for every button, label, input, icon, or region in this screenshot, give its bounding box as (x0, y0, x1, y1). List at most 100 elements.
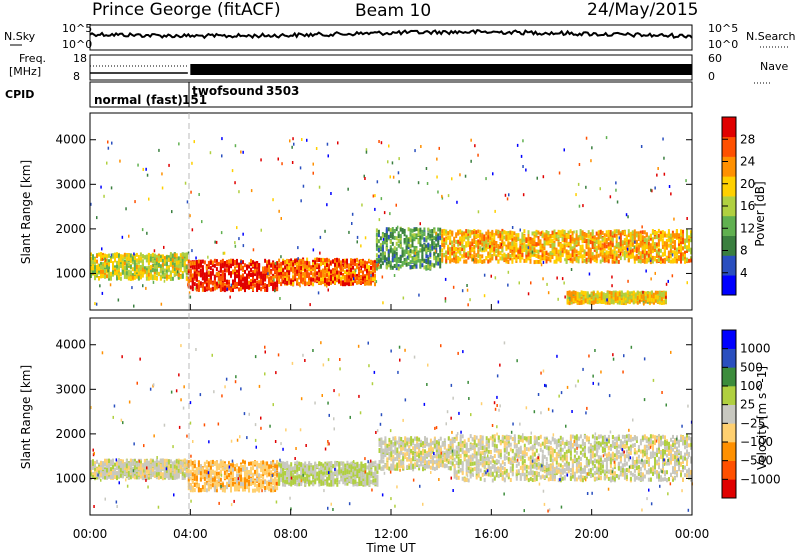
power-echo-cell (583, 232, 586, 237)
power-echo-cell (656, 298, 659, 303)
power-echo-cell (441, 252, 444, 257)
power-scatter-cell (392, 175, 395, 179)
power-echo-cell (423, 231, 426, 236)
power-echo-cell (675, 232, 678, 237)
power-echo-cell (298, 272, 301, 277)
power-echo-cell (441, 248, 444, 253)
power-echo-cell (340, 281, 342, 286)
power-echo-cell (374, 266, 376, 271)
power-echo-cell (433, 229, 436, 234)
power-echo-cell (284, 272, 287, 277)
power-echo-cell (322, 261, 324, 265)
power-echo-cell (599, 245, 602, 250)
power-echo-cell (493, 232, 496, 237)
power-echo-cell (151, 258, 154, 263)
power-echo-cell (571, 239, 574, 244)
power-echo-cell (236, 282, 238, 287)
power-echo-cell (568, 292, 571, 297)
power-echo-cell (197, 272, 200, 277)
power-echo-cell (161, 262, 164, 267)
power-echo-cell (135, 252, 138, 257)
power-echo-cell (100, 255, 102, 260)
power-echo-cell (397, 258, 400, 263)
power-scatter-cell (492, 172, 494, 176)
power-echo-cell (590, 297, 593, 302)
power-echo-cell (609, 232, 612, 237)
power-echo-cell (104, 265, 106, 270)
power-echo-cell (597, 239, 600, 244)
power-echo-cell (457, 230, 460, 235)
power-echo-cell (334, 258, 336, 262)
power-echo-cell (673, 252, 676, 257)
power-echo-cell (469, 241, 472, 246)
power-echo-cell (238, 262, 240, 267)
power-echo-cell (647, 245, 650, 250)
power-echo-cell (415, 260, 418, 264)
power-scatter-cell (451, 177, 453, 181)
power-echo-cell (336, 277, 338, 282)
power-echo-cell (565, 233, 568, 238)
power-echo-cell (336, 274, 338, 279)
power-echo-cell (399, 234, 402, 238)
power-echo-cell (439, 257, 442, 262)
power-echo-cell (669, 245, 672, 249)
power-echo-cell (569, 253, 572, 258)
power-echo-cell (197, 259, 200, 264)
power-scatter-cell (226, 287, 228, 291)
power-echo-cell (643, 253, 646, 258)
power-echo-cell (621, 240, 624, 245)
power-echo-cell (226, 268, 228, 273)
power-echo-cell (326, 268, 328, 273)
power-echo-cell (483, 239, 486, 244)
power-echo-cell (571, 258, 574, 263)
power-echo-cell (507, 245, 510, 250)
power-echo-cell (651, 259, 654, 264)
power-echo-cell (92, 254, 94, 259)
power-scatter-cell (308, 272, 310, 276)
power-echo-cell (393, 235, 396, 240)
power-echo-cell (385, 265, 388, 270)
power-echo-cell (605, 237, 608, 242)
power-echo-cell (302, 277, 305, 282)
power-echo-cell (619, 247, 622, 252)
power-echo-cell (645, 240, 648, 245)
power-scatter-cell (97, 263, 100, 267)
power-echo-cell (650, 290, 653, 295)
power-echo-cell (631, 238, 634, 243)
power-echo-cell (350, 278, 352, 283)
power-echo-cell (127, 276, 130, 281)
power-echo-cell (521, 238, 524, 243)
power-echo-cell (579, 236, 582, 241)
power-echo-cell (587, 240, 590, 245)
power-echo-cell (684, 244, 686, 249)
power-echo-cell (201, 265, 204, 270)
power-echo-cell (471, 242, 474, 247)
power-echo-cell (603, 244, 606, 249)
power-echo-cell (370, 265, 372, 270)
power-echo-cell (266, 262, 269, 267)
power-echo-cell (234, 270, 236, 275)
power-echo-cell (153, 273, 156, 278)
power-scatter-cell (363, 174, 365, 178)
power-echo-cell (280, 271, 283, 276)
power-echo-cell (127, 262, 130, 267)
power-echo-cell (352, 265, 354, 270)
power-echo-cell (143, 255, 146, 260)
power-echo-cell (119, 258, 122, 263)
power-echo-cell (125, 263, 128, 268)
power-echo-cell (139, 256, 142, 261)
power-echo-cell (591, 245, 594, 249)
power-echo-cell (223, 285, 226, 290)
power-echo-cell (475, 234, 478, 238)
power-echo-cell (625, 241, 628, 246)
power-scatter-cell (540, 231, 543, 235)
power-echo-cell (489, 249, 492, 254)
power-echo-cell (242, 277, 244, 282)
power-echo-cell (469, 246, 472, 251)
power-echo-cell (145, 258, 148, 263)
power-echo-cell (661, 252, 664, 257)
power-echo-cell (127, 256, 130, 261)
power-scatter-cell (518, 281, 520, 285)
power-echo-cell (572, 290, 575, 295)
power-echo-cell (632, 300, 635, 305)
